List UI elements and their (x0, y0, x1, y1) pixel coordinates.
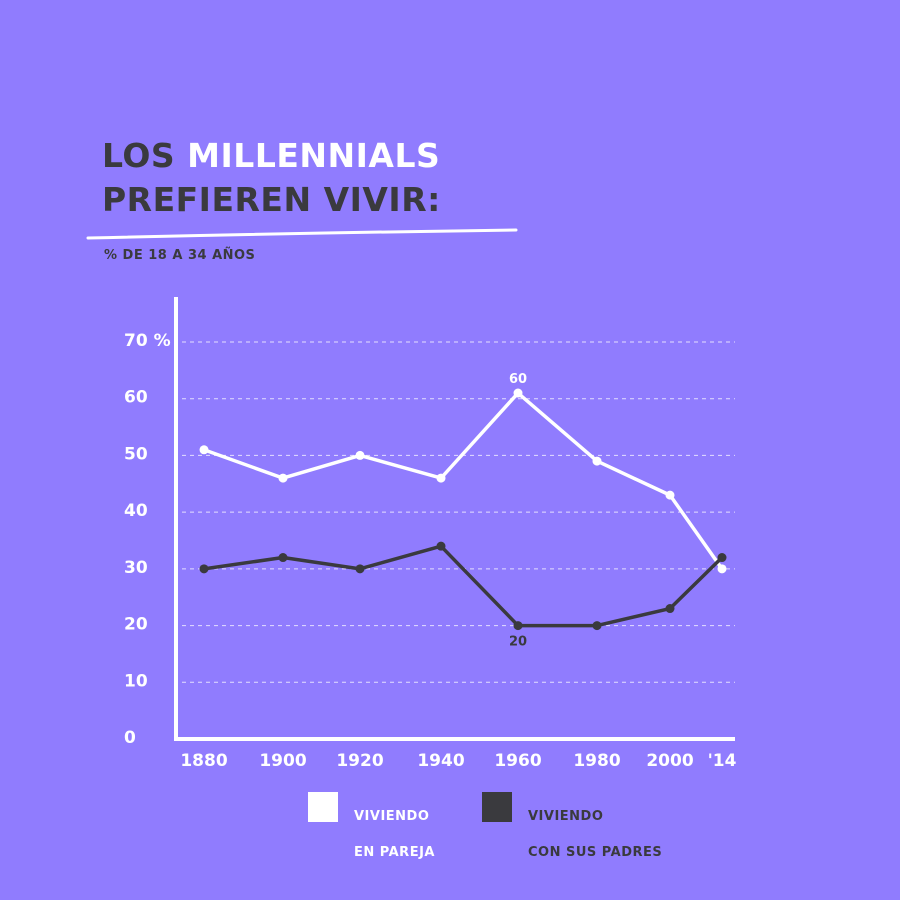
series-1-point (592, 621, 602, 631)
x-tick-label: 1920 (336, 751, 383, 771)
x-tick-label: 1940 (417, 751, 464, 771)
legend-label-pareja-line2: EN PAREJA (354, 845, 435, 860)
y-tick-label: 20 (124, 615, 148, 635)
legend-label-pareja-line1: VIVIENDO (354, 809, 430, 824)
y-tick-label: 60 (124, 388, 148, 408)
y-tick-label: 50 (124, 444, 148, 464)
series-1-point (717, 553, 727, 563)
series-line-1 (203, 544, 724, 628)
series-1-point (278, 553, 288, 563)
tick-labels: 0 10 20 30 40 50 60 70 % 1880 1900 1920 1940 1960 198… (124, 331, 737, 771)
series-0-point (278, 473, 288, 483)
series-1-point (355, 564, 365, 574)
series-1-data-label: 20 (509, 635, 527, 650)
series-1-point (199, 564, 209, 574)
title-prefix: LOS (102, 136, 188, 175)
legend-item-pareja: VIVIENDO EN PAREJA (308, 790, 435, 880)
series-1-point (665, 604, 675, 614)
series-1-point (513, 621, 523, 631)
x-tick-label: '14 (708, 751, 737, 771)
title-line-2: PREFIEREN VIVIR: (102, 180, 441, 219)
chart-title: LOS MILLENNIALS PREFIEREN VIVIR: (102, 134, 441, 222)
grid-lines (182, 341, 735, 683)
legend-label-padres-line1: VIVIENDO (528, 809, 604, 824)
x-tick-label: 1980 (573, 751, 620, 771)
y-tick-label: 70 % (124, 331, 171, 351)
series-0-point (199, 445, 209, 455)
axes (174, 297, 735, 741)
series-0-point (665, 490, 675, 500)
x-tick-label: 2000 (646, 751, 693, 771)
series-0-data-label: 60 (509, 372, 527, 387)
x-tick-label: 1880 (180, 751, 227, 771)
title-line-1: LOS MILLENNIALS (102, 134, 441, 178)
legend-label-pareja: VIVIENDO EN PAREJA (354, 790, 435, 880)
legend-label-padres-line2: CON SUS PADRES (528, 845, 663, 860)
series-1-point (436, 541, 446, 551)
series-0-point (592, 456, 602, 466)
series-0-point (436, 473, 446, 483)
legend-swatch-padres (482, 792, 512, 822)
x-tick-label: 1900 (259, 751, 306, 771)
series-0-point (355, 450, 365, 460)
legend-label-padres: VIVIENDO CON SUS PADRES (528, 790, 662, 880)
series-0-point (513, 388, 523, 398)
title-underline (86, 228, 518, 240)
y-tick-label: 0 (124, 728, 136, 748)
series-0-point (717, 564, 727, 574)
y-tick-label: 10 (124, 671, 148, 691)
legend-item-padres: VIVIENDO CON SUS PADRES (482, 790, 662, 880)
series-line-0 (203, 391, 724, 570)
chart-subtitle: % DE 18 A 34 AÑOS (104, 248, 256, 263)
title-highlight: MILLENNIALS (187, 136, 441, 175)
y-tick-label: 40 (124, 501, 148, 521)
series-layer: 60 20 (199, 372, 727, 650)
y-tick-label: 30 (124, 558, 148, 578)
legend-swatch-pareja (308, 792, 338, 822)
x-tick-label: 1960 (494, 751, 541, 771)
